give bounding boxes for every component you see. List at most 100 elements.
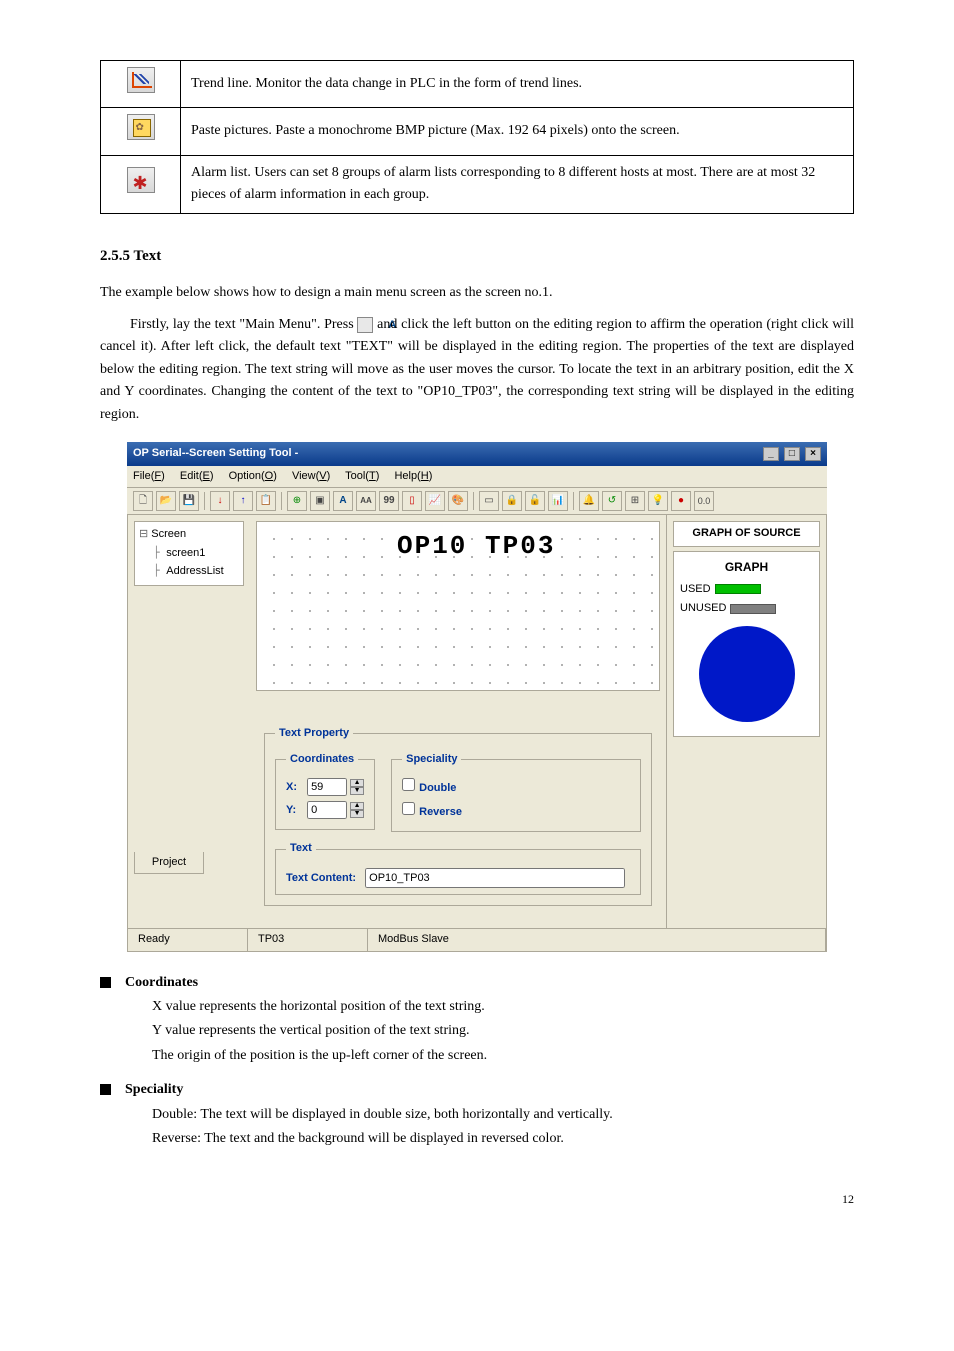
- speciality-title: Speciality: [125, 1079, 183, 1101]
- editing-canvas[interactable]: OP10 TP03: [256, 521, 660, 691]
- graph-title: GRAPH: [680, 558, 813, 577]
- unused-swatch: [730, 604, 776, 614]
- text-group-legend: Text: [286, 840, 316, 858]
- close-button[interactable]: ×: [805, 447, 821, 461]
- graph-box: GRAPH USED UNUSED: [673, 551, 820, 737]
- tb-save[interactable]: 💾: [179, 491, 199, 511]
- used-swatch: [715, 584, 761, 594]
- trend-icon: [127, 67, 155, 93]
- y-input[interactable]: [307, 801, 347, 819]
- spec-line: Double: The text will be displayed in do…: [152, 1104, 854, 1126]
- coordinates-bullet: Coordinates X value represents the horiz…: [100, 972, 854, 1068]
- tb-rect[interactable]: ▭: [479, 491, 499, 511]
- text-group: Text Text Content:: [275, 840, 641, 895]
- tb-reload[interactable]: ↺: [602, 491, 622, 511]
- menu-option[interactable]: Option(O): [229, 470, 277, 482]
- spec-line: Reverse: The text and the background wil…: [152, 1128, 854, 1150]
- status-model: TP03: [248, 929, 368, 951]
- coordinates-group: Coordinates X: ▲▼ Y: ▲▼: [275, 751, 375, 831]
- menu-help[interactable]: Help(H): [394, 470, 432, 482]
- toolbar: 🗋 📂 💾 ↓ ↑ 📋 ⊕ ▣ A AA 99 ▯ 📈 🎨 ▭ 🔒 🔓 📊 🔔 …: [127, 488, 827, 515]
- usage-circle: [699, 626, 795, 722]
- tools-table: Trend line. Monitor the data change in P…: [100, 60, 854, 214]
- reverse-checkbox[interactable]: [402, 802, 415, 815]
- coord-line: X value represents the horizontal positi…: [152, 996, 854, 1018]
- used-label: USED: [680, 583, 711, 595]
- menu-file[interactable]: File(F): [133, 470, 165, 482]
- coord-line: The origin of the position is the up-lef…: [152, 1045, 854, 1067]
- text-tool-icon: A: [357, 317, 373, 333]
- statusbar: Ready TP03 ModBus Slave: [127, 929, 827, 952]
- menu-edit[interactable]: Edit(E): [180, 470, 214, 482]
- property-panel: Text Property Coordinates X: ▲▼ Y:: [256, 717, 660, 922]
- tb-text2[interactable]: AA: [356, 491, 376, 511]
- coord-line: Y value represents the vertical position…: [152, 1020, 854, 1042]
- tool-icon-cell: [101, 108, 181, 155]
- tb-bar[interactable]: ▯: [402, 491, 422, 511]
- status-ready: Ready: [128, 929, 248, 951]
- tb-unlock[interactable]: 🔓: [525, 491, 545, 511]
- right-pane: GRAPH OF SOURCE GRAPH USED UNUSED: [666, 515, 826, 928]
- speciality-group: Speciality Double Reverse: [391, 751, 641, 833]
- x-spinner[interactable]: ▲▼: [350, 779, 364, 795]
- tb-color[interactable]: 🎨: [448, 491, 468, 511]
- tb-up[interactable]: ↑: [233, 491, 253, 511]
- tb-target[interactable]: ⊕: [287, 491, 307, 511]
- tb-chart[interactable]: 📊: [548, 491, 568, 511]
- max-button[interactable]: □: [784, 447, 800, 461]
- tb-new[interactable]: 🗋: [133, 491, 153, 511]
- toolbar-sep: [204, 492, 205, 510]
- menu-view[interactable]: View(V): [292, 470, 330, 482]
- tb-bell[interactable]: 🔔: [579, 491, 599, 511]
- tree-child-screen1[interactable]: screen1: [153, 544, 239, 563]
- toolbar-sep: [573, 492, 574, 510]
- coordinates-title: Coordinates: [125, 972, 198, 994]
- y-label: Y:: [286, 802, 304, 820]
- paste-icon: [127, 114, 155, 140]
- graph-source-heading: GRAPH OF SOURCE: [673, 521, 820, 547]
- section-heading: 2.5.5 Text: [100, 244, 854, 268]
- tool-icon-cell: [101, 61, 181, 108]
- alarm-icon: [127, 167, 155, 193]
- text-content-input[interactable]: [365, 868, 625, 888]
- para-2: Firstly, lay the text "Main Menu". Press…: [100, 314, 854, 426]
- titlebar: OP Serial--Screen Setting Tool - _ □ ×: [127, 442, 827, 466]
- center-pane: OP10 TP03 Text Property Coordinates X: ▲…: [250, 515, 666, 928]
- toolbar-sep: [473, 492, 474, 510]
- tb-down[interactable]: ↓: [210, 491, 230, 511]
- tb-text[interactable]: A: [333, 491, 353, 511]
- toolbar-sep: [281, 492, 282, 510]
- tb-circle[interactable]: ●: [671, 491, 691, 511]
- tb-decimal[interactable]: 0.0: [694, 491, 714, 511]
- tb-lamp[interactable]: 💡: [648, 491, 668, 511]
- speciality-legend: Speciality: [402, 751, 461, 769]
- para2-a: Firstly, lay the text "Main Menu". Press: [130, 317, 357, 332]
- tree-root[interactable]: Screen: [139, 526, 239, 544]
- tb-grid[interactable]: ⊞: [625, 491, 645, 511]
- tool-desc: Alarm list. Users can set 8 groups of al…: [181, 155, 854, 213]
- y-spinner[interactable]: ▲▼: [350, 802, 364, 818]
- tb-trend[interactable]: 📈: [425, 491, 445, 511]
- tb-num[interactable]: 99: [379, 491, 399, 511]
- tree-child-addresslist[interactable]: AddressList: [153, 562, 239, 581]
- client-area: Screen screen1 AddressList Project OP10 …: [127, 515, 827, 929]
- coordinates-legend: Coordinates: [286, 751, 358, 769]
- window-title: OP Serial--Screen Setting Tool -: [133, 445, 298, 463]
- x-input[interactable]: [307, 778, 347, 796]
- tb-screen[interactable]: ▣: [310, 491, 330, 511]
- tb-board[interactable]: 📋: [256, 491, 276, 511]
- bullet-icon: [100, 977, 111, 988]
- menu-tool[interactable]: Tool(T): [345, 470, 379, 482]
- tb-lock[interactable]: 🔒: [502, 491, 522, 511]
- para2-b: and click the left button on the editing…: [100, 317, 854, 422]
- double-checkbox[interactable]: [402, 778, 415, 791]
- tool-icon-cell: [101, 155, 181, 213]
- canvas-text[interactable]: OP10 TP03: [397, 526, 555, 568]
- x-label: X:: [286, 779, 304, 797]
- project-tab[interactable]: Project: [134, 852, 204, 875]
- page-number: 12: [100, 1190, 854, 1209]
- tb-open[interactable]: 📂: [156, 491, 176, 511]
- tool-desc: Paste pictures. Paste a monochrome BMP p…: [181, 108, 854, 155]
- window-buttons: _ □ ×: [761, 445, 821, 463]
- min-button[interactable]: _: [763, 447, 779, 461]
